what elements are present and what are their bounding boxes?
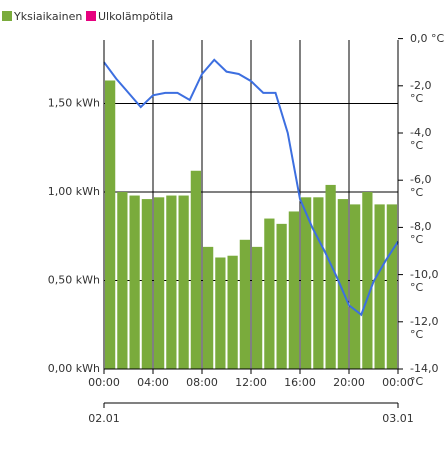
bar [227, 255, 238, 369]
legend-swatch [2, 11, 12, 21]
y2-tick-label: -2,0 °C [410, 78, 432, 105]
bar [141, 199, 152, 369]
x-tick-label: 20:00 [333, 376, 365, 389]
bar [215, 257, 226, 369]
bar [105, 80, 116, 370]
y2-tick-label: -14,0 °C [410, 362, 439, 388]
x-tick-label: 00:00 [88, 376, 120, 389]
bar [362, 192, 373, 369]
bar [166, 195, 177, 369]
bar [190, 170, 201, 369]
bar [325, 184, 336, 369]
bar [374, 204, 385, 369]
legend-swatch [86, 11, 96, 21]
bar [129, 195, 140, 369]
y2-tick-label: -6,0 °C [410, 173, 432, 200]
x-tick-label: 04:00 [137, 376, 169, 389]
y-tick-label: 0,00 kWh [48, 362, 100, 375]
y2-tick-label: -8,0 °C [410, 220, 432, 247]
date-label: 02.01 [88, 412, 120, 425]
y-tick-label: 1,00 kWh [48, 185, 100, 198]
date-label: 03.01 [382, 412, 414, 425]
bar [178, 195, 189, 369]
bar [337, 199, 348, 369]
y-tick-label: 0,50 kWh [48, 274, 100, 287]
bar [313, 197, 324, 369]
bar [264, 218, 275, 369]
x-tick-label: 12:00 [235, 376, 267, 389]
bar [117, 192, 128, 369]
bar [301, 197, 312, 369]
temperature-line [103, 58, 399, 317]
y2-tick-label: 0,0 °C [410, 31, 445, 45]
bar [276, 223, 287, 369]
y2-tick-label: -12,0 °C [410, 314, 439, 341]
bar [350, 204, 361, 369]
x-tick-label: 08:00 [186, 376, 218, 389]
x-tick-label: 00:00 [382, 376, 414, 389]
bar [386, 204, 397, 369]
y-tick-label: 1,50 kWh [48, 97, 100, 110]
y2-tick-label: -4,0 °C [410, 126, 432, 152]
bar [288, 211, 299, 369]
y2-tick-label: -10,0 °C [410, 267, 439, 294]
legend-label: Yksiaikainen [13, 10, 82, 23]
bar [252, 246, 263, 369]
bar [239, 239, 250, 369]
bar [203, 246, 214, 369]
x-tick-label: 16:00 [284, 376, 316, 389]
legend-label: Ulkolämpötila [98, 10, 173, 23]
bar [154, 197, 165, 369]
